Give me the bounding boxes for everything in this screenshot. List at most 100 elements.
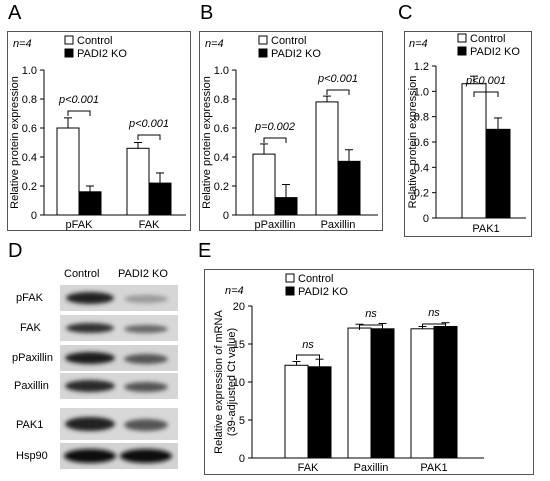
legend-label-b-1: PADI2 KO [271, 48, 321, 60]
blot-label-hsp90: Hsp90 [16, 450, 48, 462]
y-axis-label2-e: (39-adjusted Ct value) [226, 328, 238, 436]
legend-swatch-a-0 [64, 35, 74, 45]
y-tick-label-a-2: 0.4 [22, 152, 37, 164]
y-tick-label-c-4: 0.8 [414, 112, 429, 124]
significance-bracket-e-1 [359, 324, 383, 330]
legend-label-b-0: Control [271, 35, 306, 47]
bar-c-0-1 [485, 128, 511, 219]
category-label-e-2: PAK1 [420, 462, 447, 474]
blot-label-paxillin: Paxillin [14, 380, 49, 392]
legend-label-c-0: Control [470, 33, 505, 45]
significance-label-a-0: p<0.001 [58, 94, 99, 106]
y-tick-label-a-3: 0.6 [22, 123, 37, 135]
legend-label-c-1: PADI2 KO [470, 46, 520, 58]
y-tick-label-b-2: 0.4 [214, 152, 229, 164]
n-label-e: n=4 [225, 285, 244, 297]
band-pfak-ko [124, 295, 168, 303]
category-label-b-1: Paxillin [321, 219, 356, 231]
y-tick-label-e-3: 15 [233, 339, 245, 351]
y-tick-label-b-5: 1.0 [214, 65, 229, 77]
y-tick-label-b-0: 0 [223, 210, 229, 222]
significance-label-a-1: p<0.001 [128, 118, 169, 130]
y-tick-label-c-0: 0 [423, 213, 429, 225]
panel-letter-d: D [8, 240, 23, 262]
legend-swatch-b-0 [258, 35, 268, 45]
blot-label-pak1: PAK1 [16, 419, 44, 431]
significance-label-e-1: ns [365, 308, 377, 320]
category-label-a-1: FAK [139, 219, 160, 231]
blot-label-fak: FAK [20, 322, 41, 334]
category-label-e-0: FAK [298, 462, 319, 474]
y-tick-label-c-3: 0.6 [414, 137, 429, 149]
significance-bracket-a-1 [137, 134, 161, 140]
band-hsp90-ko [120, 449, 172, 463]
band-paxillin-control [65, 380, 115, 392]
y-tick-label-a-1: 0.2 [22, 181, 37, 193]
y-axis-label-a: Relative protein expression [9, 76, 21, 209]
band-pak1-ko [124, 419, 168, 431]
y-tick-label-c-2: 0.4 [414, 162, 429, 174]
band-fak-ko [124, 325, 168, 333]
legend-label-a-0: Control [77, 35, 112, 47]
blot-label-pfak: pFAK [16, 292, 43, 304]
significance-bracket-e-0 [296, 354, 320, 360]
category-label-c-0: PAK1 [472, 223, 499, 235]
legend-label-e-0: Control [298, 273, 333, 285]
panel-c-frame [404, 31, 532, 237]
y-tick-label-a-0: 0 [31, 210, 37, 222]
significance-bracket-c-0 [473, 91, 499, 97]
blot-header-padi2ko: PADI2 KO [118, 268, 168, 280]
band-fak-control [66, 323, 114, 333]
blot-label-ppaxillin: pPaxillin [12, 352, 53, 364]
y-tick-label-e-2: 10 [233, 377, 245, 389]
legend-label-e-1: PADI2 KO [298, 286, 348, 298]
blot-header-control: Control [64, 268, 100, 280]
y-tick-label-b-3: 0.6 [214, 123, 229, 135]
y-tick-label-c-1: 0.2 [414, 188, 429, 200]
legend-swatch-e-0 [285, 273, 295, 283]
significance-label-c-0: p<0.001 [465, 75, 506, 87]
y-axis-label-e: Relative expression of mRNA [213, 310, 225, 454]
panel-letter-b: B [200, 2, 214, 24]
category-label-e-1: Paxillin [354, 462, 389, 474]
band-paxillin-ko [124, 382, 168, 392]
legend-swatch-b-1 [258, 48, 268, 58]
panel-a-frame [7, 31, 191, 231]
n-label-c: n=4 [409, 38, 428, 50]
significance-label-b-1: p<0.001 [317, 73, 358, 85]
significance-bracket-b-1 [326, 89, 350, 95]
y-tick-label-a-4: 0.8 [22, 94, 37, 106]
y-tick-label-c-5: 1.0 [414, 86, 429, 98]
panel-letter-e: E [198, 240, 212, 262]
panel-letter-c: C [398, 2, 413, 24]
band-pfak-control [66, 292, 114, 304]
panel-letter-a: A [8, 2, 22, 24]
y-tick-label-b-1: 0.2 [214, 181, 229, 193]
y-tick-label-e-0: 0 [239, 453, 245, 465]
legend-label-a-1: PADI2 KO [77, 48, 127, 60]
significance-bracket-b-0 [263, 137, 287, 143]
band-ppaxillin-ko [124, 354, 168, 364]
n-label-b: n=4 [205, 38, 224, 50]
y-tick-label-c-6: 1.2 [414, 61, 429, 73]
panel-b-frame [199, 31, 383, 231]
significance-bracket-a-0 [67, 110, 91, 116]
legend-swatch-e-1 [285, 286, 295, 296]
band-pak1-control [65, 417, 115, 431]
significance-label-b-0: p=0.002 [254, 121, 295, 133]
significance-label-e-2: ns [428, 307, 440, 319]
y-tick-label-e-4: 20 [233, 301, 245, 313]
band-hsp90-control [64, 449, 116, 463]
legend-swatch-a-1 [64, 48, 74, 58]
band-ppaxillin-control [65, 352, 115, 364]
category-label-b-0: pPaxillin [255, 219, 296, 231]
n-label-a: n=4 [13, 38, 32, 50]
significance-bracket-e-2 [422, 323, 446, 329]
category-label-a-0: pFAK [66, 219, 94, 231]
significance-label-e-0: ns [302, 339, 314, 351]
y-tick-label-b-4: 0.8 [214, 94, 229, 106]
